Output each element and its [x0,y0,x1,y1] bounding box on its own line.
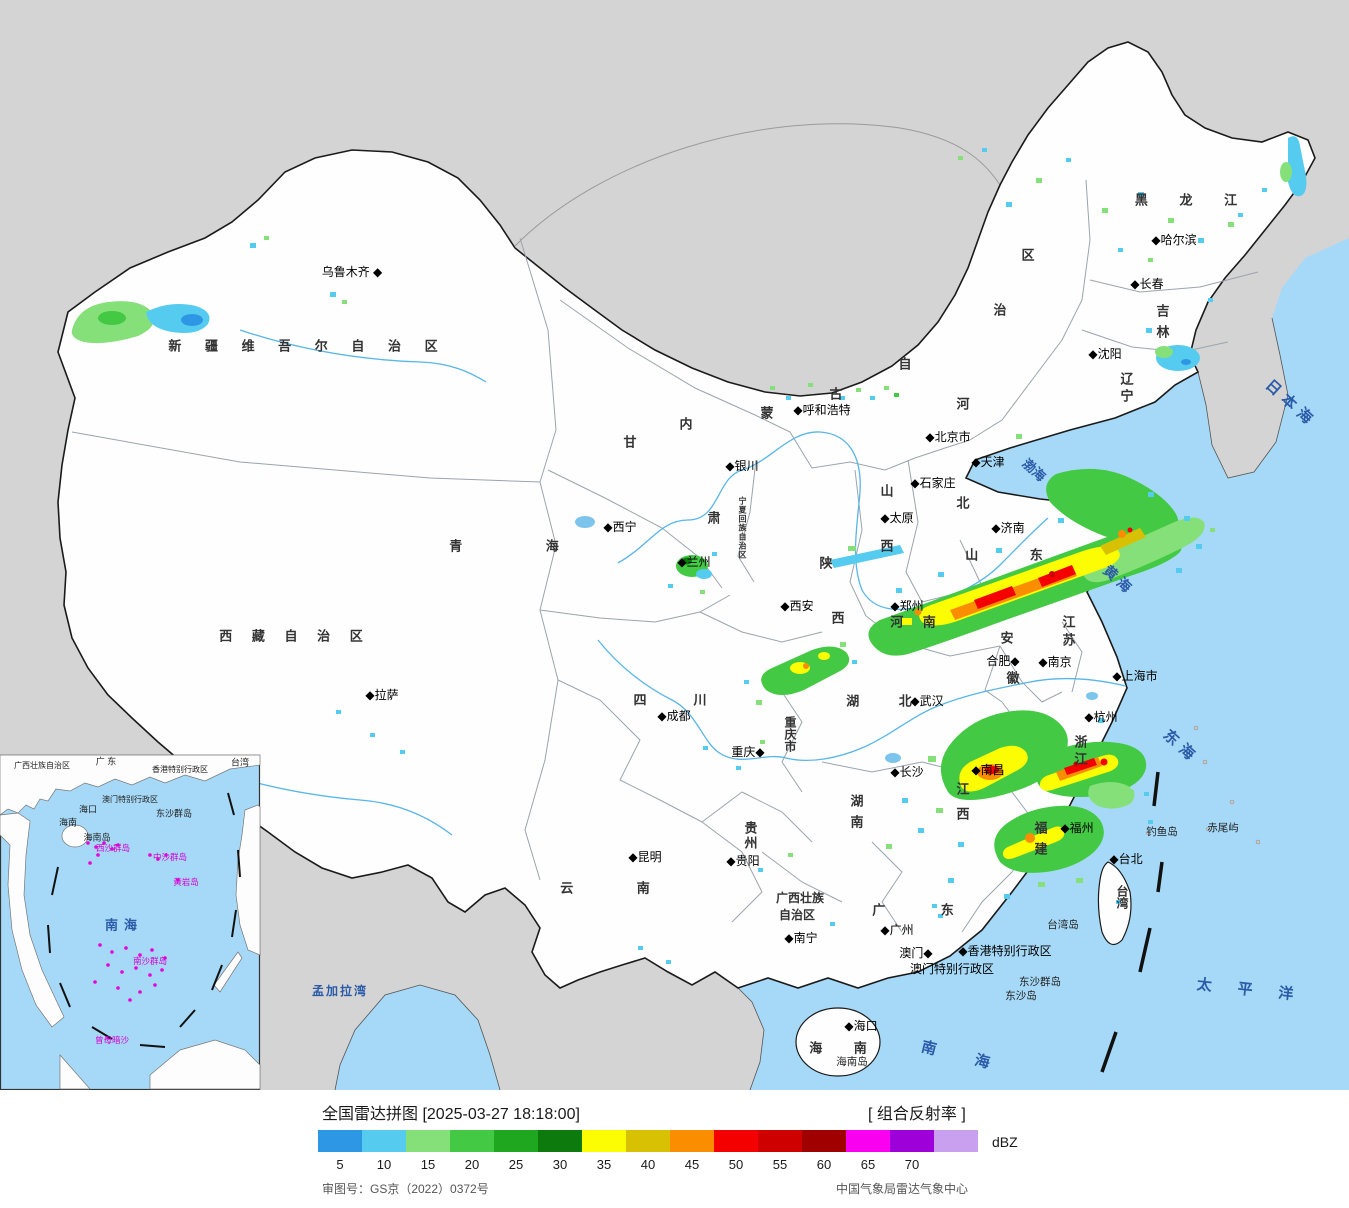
colorbar-segment [406,1130,450,1152]
colorbar-tick: 45 [684,1157,700,1172]
colorbar-segment [626,1130,670,1152]
inset-island-dots [86,841,180,1040]
south-china-sea-inset [0,754,261,1090]
colorbar-tick: 5 [336,1157,344,1172]
hainan-island [795,1007,881,1077]
colorbar-tick: 10 [376,1157,392,1172]
bengal-coastline [334,984,501,1090]
colorbar-tick: 65 [860,1157,876,1172]
radar-echo-layer [71,136,1307,964]
colorbar-segment [802,1130,846,1152]
colorbar-tick: 55 [772,1157,788,1172]
inset-nine-dash-line [47,792,241,1048]
colorbar-segment [934,1130,978,1152]
korea-coastline [1197,317,1289,479]
colorbar-segment [362,1130,406,1152]
colorbar-segment [318,1130,362,1152]
colorbar-tick: 50 [728,1157,744,1172]
colorbar-segment [538,1130,582,1152]
colorbar-tick: 35 [596,1157,612,1172]
colorbar-segment [670,1130,714,1152]
map-area: 新 疆 维 吾 尔 自 治 区西 藏 自 治 区青 海甘肃内蒙古自治区黑 龙 江… [0,0,1349,1090]
approval-number: 审图号：GS京（2022）0372号 [322,1182,489,1196]
mongolia-border [514,123,1001,247]
colorbar-segment [450,1130,494,1152]
colorbar-tick: 25 [508,1157,524,1172]
colorbar-tick: 15 [420,1157,436,1172]
colorbar-segment [494,1130,538,1152]
small-islands [1146,725,1261,845]
colorbar-tick: 70 [904,1157,920,1172]
dbz-unit-label: dBZ [992,1134,1018,1150]
product-label: [ 组合反射率 ] [868,1106,966,1123]
colorbar-segment [890,1130,934,1152]
colorbar-segment [846,1130,890,1152]
taiwan-island [1097,861,1132,946]
colorbar-tick: 60 [816,1157,832,1172]
legend-panel: 全国雷达拼图 [2025-03-27 18:18:00] [ 组合反射率 ] d… [0,1090,1349,1208]
colorbar-tick: 40 [640,1157,656,1172]
colorbar-tick: 30 [552,1157,568,1172]
vietnam-coastline [737,987,765,1090]
colorbar [318,1130,978,1152]
nine-dash-line [1100,771,1164,1073]
colorbar-tick: 20 [464,1157,480,1172]
china-radar-map [0,0,1349,1090]
colorbar-ticks: 5 10 15 20 25 30 35 40 45 50 55 60 65 70 [318,1157,978,1173]
colorbar-segment [714,1130,758,1152]
colorbar-segment [758,1130,802,1152]
colorbar-segment [582,1130,626,1152]
legend-title: 全国雷达拼图 [2025-03-27 18:18:00] [322,1106,580,1123]
credit-text: 中国气象局雷达气象中心 [836,1182,969,1196]
